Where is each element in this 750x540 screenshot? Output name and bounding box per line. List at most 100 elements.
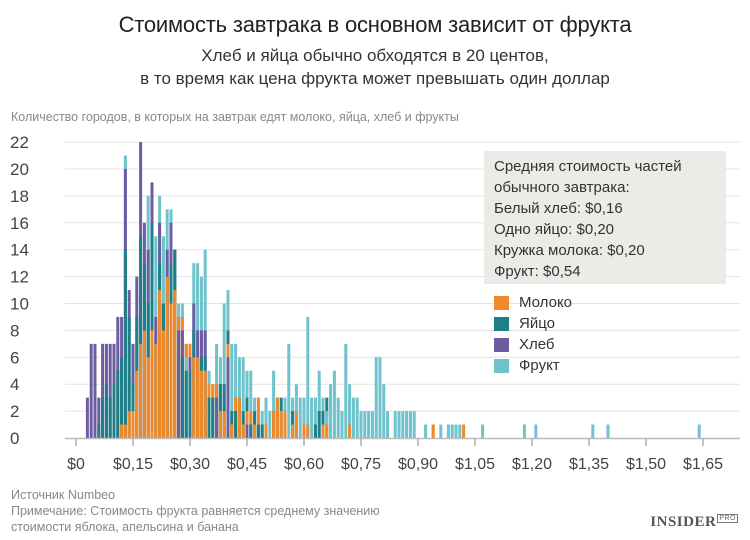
info-line-fruit: Фрукт: $0,54 [494,263,581,280]
bar-fruit [340,411,344,438]
bar-bread [108,343,112,438]
bar-fruit [306,316,310,438]
x-tick-label: $1,20 [512,456,552,473]
bar-egg [108,397,112,438]
bar-milk [321,424,325,438]
x-tick-label: $0,45 [227,456,267,473]
bar-fruit [378,357,382,438]
bar-milk [123,424,127,438]
info-line-1: Средняя стоимость частей [494,158,682,175]
logo-suffix: PRO [717,514,738,523]
y-tick-label: 6 [10,348,19,367]
bar-fruit [313,397,317,438]
bar-fruit [450,424,454,438]
bar-milk [230,424,234,438]
bar-fruit [454,424,458,438]
bar-milk [272,411,276,438]
legend-item-milk: Молоко [494,292,572,313]
bar-bread [85,397,89,438]
bar-milk [203,370,207,438]
bar-egg [123,249,127,438]
chart-subtitle: Хлеб и яйца обычно обходятся в 20 центов… [0,44,750,90]
info-line-egg: Одно яйцо: $0,20 [494,221,615,238]
info-line-2: обычного завтрака: [494,179,630,196]
bar-egg [112,384,116,438]
bar-milk [161,330,165,438]
bar-fruit [332,370,336,438]
bar-fruit [234,343,238,438]
bar-egg [120,357,124,438]
bar-milk [275,397,279,438]
bar-fruit [222,303,226,438]
bar-fruit [249,370,253,438]
note-text-2: стоимости яблока, апельсина и банана [11,520,239,534]
bar-fruit [382,384,386,438]
bar-milk [256,397,260,438]
bar-fruit [302,397,306,438]
bar-egg [180,357,184,438]
legend-label-fruit: Фрукт [519,357,560,374]
bar-milk [325,424,329,438]
bar-fruit [367,411,371,438]
bar-fruit [241,357,245,438]
bar-fruit [412,411,416,438]
average-cost-box: Средняя стоимость частей обычного завтра… [484,151,726,284]
bar-egg [260,424,264,438]
bar-fruit [287,343,291,438]
legend-swatch-egg [494,316,509,331]
y-tick-label: 2 [10,402,19,421]
bar-milk [173,290,177,438]
bar-milk [199,370,203,438]
bar-egg [313,424,317,438]
x-tick-label: $1,05 [455,456,495,473]
bar-milk [146,357,150,438]
y-tick-label: 10 [10,295,29,314]
legend: Молоко Яйцо Хлеб Фрукт [494,292,572,376]
legend-swatch-bread [494,337,509,352]
bar-milk [222,411,226,438]
legend-item-bread: Хлеб [494,334,572,355]
bar-milk [120,424,124,438]
histogram-chart: 0 2 4 6 8 10 12 14 16 18 20 22 $0 $0,15 $0,30 $0,45 $0,6… [10,133,740,473]
bar-milk [294,411,298,438]
bar-egg [184,370,188,438]
bar-fruit [264,397,268,438]
bar-bread [245,424,249,438]
x-tick-label: $0,90 [398,456,438,473]
bar-milk [192,357,196,438]
bar-milk [279,411,283,438]
bar-egg [256,424,260,438]
x-tick-label: $1,35 [569,456,609,473]
bar-milk [142,330,146,438]
bar-milk [169,303,173,438]
bar-fruit [374,357,378,438]
x-tick-label: $1,50 [626,456,666,473]
bar-milk [150,330,154,438]
subtitle-line-2: в то время как цена фрукта может превыша… [140,69,610,88]
bar-fruit [481,424,485,438]
bar-milk [431,424,435,438]
bar-fruit [591,424,595,438]
bar-fruit [370,411,374,438]
bar-milk [462,424,466,438]
chart-title: Стоимость завтрака в основном зависит от… [118,12,632,37]
info-line-bread: Белый хлеб: $0,16 [494,200,623,217]
bar-bread [215,397,219,438]
bar-milk [306,424,310,438]
insider-pro-logo: INSIDER PRO [650,514,738,531]
bar-egg [317,411,321,438]
bar-milk [283,411,287,438]
x-tick-label: $0,60 [284,456,324,473]
bar-milk [241,424,245,438]
bar-egg [116,370,120,438]
bar-egg [104,384,108,438]
y-tick-label: 16 [10,214,29,233]
note-text-1: Примечание: Стоимость фрукта равняется с… [11,504,380,518]
bar-fruit [522,424,526,438]
bar-fruit [606,424,610,438]
bar-fruit [310,397,314,438]
bar-fruit [424,424,428,438]
legend-swatch-fruit [494,358,509,373]
bar-milk [158,290,162,438]
legend-label-bread: Хлеб [519,336,555,353]
